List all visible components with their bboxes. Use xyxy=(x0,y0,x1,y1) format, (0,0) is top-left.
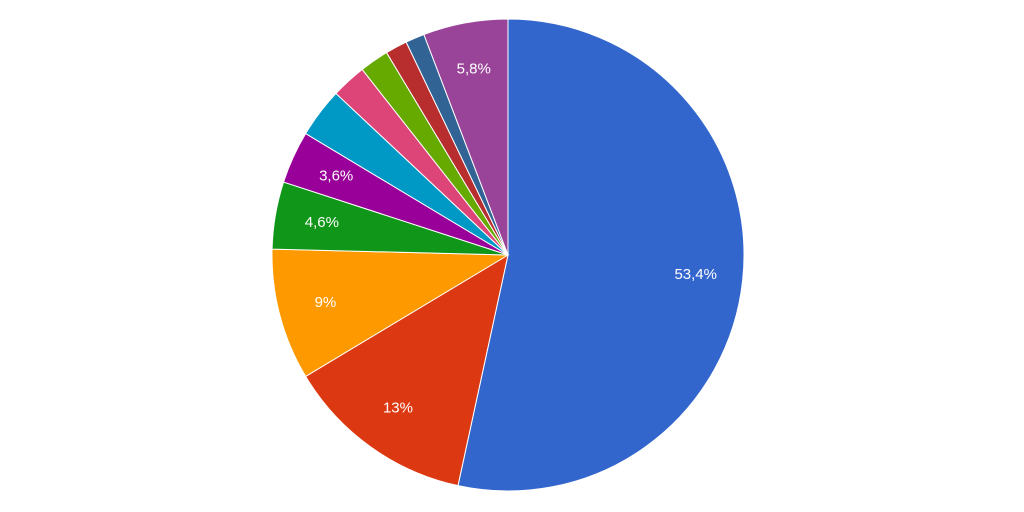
pie-slice xyxy=(423,18,509,256)
slice-label: 5,8% xyxy=(457,60,491,77)
slice-label: 9% xyxy=(315,294,337,311)
pie-slice xyxy=(457,18,745,492)
slice-label: 3,6% xyxy=(319,168,353,185)
slice-label: 13% xyxy=(383,399,413,416)
slice-label: 53,4% xyxy=(674,266,717,283)
slice-label: 4,6% xyxy=(305,214,339,231)
pie-slice xyxy=(271,248,510,378)
pie-slice xyxy=(304,253,509,487)
